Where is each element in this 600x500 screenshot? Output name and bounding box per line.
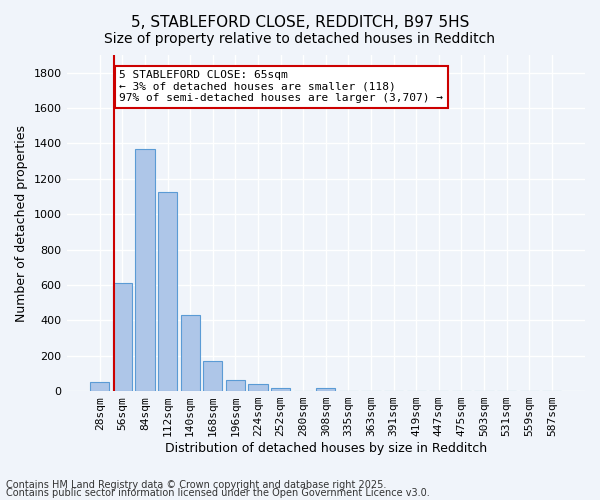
Bar <box>113 283 132 391</box>
Bar <box>158 192 177 391</box>
X-axis label: Distribution of detached houses by size in Redditch: Distribution of detached houses by size … <box>165 442 487 455</box>
Text: 5 STABLEFORD CLOSE: 65sqm
← 3% of detached houses are smaller (118)
97% of semi-: 5 STABLEFORD CLOSE: 65sqm ← 3% of detach… <box>119 70 443 103</box>
Bar <box>226 380 245 391</box>
Bar <box>136 148 155 391</box>
Text: Contains HM Land Registry data © Crown copyright and database right 2025.: Contains HM Land Registry data © Crown c… <box>6 480 386 490</box>
Y-axis label: Number of detached properties: Number of detached properties <box>15 124 28 322</box>
Text: Contains public sector information licensed under the Open Government Licence v3: Contains public sector information licen… <box>6 488 430 498</box>
Bar <box>316 388 335 391</box>
Bar <box>271 388 290 391</box>
Text: Size of property relative to detached houses in Redditch: Size of property relative to detached ho… <box>104 32 496 46</box>
Bar <box>181 315 200 391</box>
Bar <box>203 361 223 391</box>
Bar <box>90 382 109 391</box>
Text: 5, STABLEFORD CLOSE, REDDITCH, B97 5HS: 5, STABLEFORD CLOSE, REDDITCH, B97 5HS <box>131 15 469 30</box>
Bar <box>248 384 268 391</box>
